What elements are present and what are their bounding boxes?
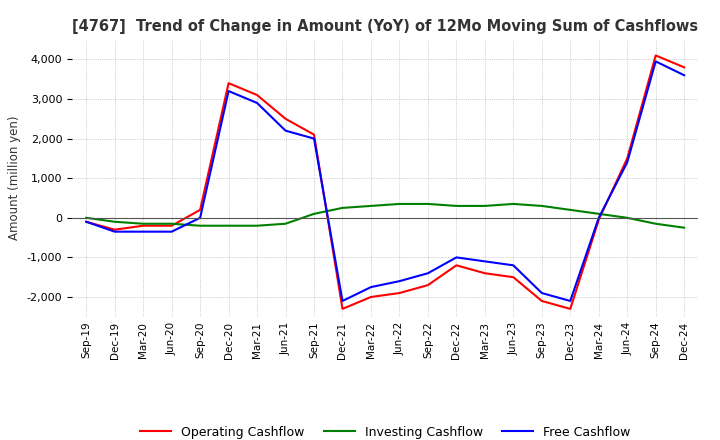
Investing Cashflow bbox=[509, 201, 518, 206]
Free Cashflow bbox=[395, 279, 404, 284]
Free Cashflow bbox=[282, 128, 290, 133]
Investing Cashflow bbox=[680, 225, 688, 231]
Investing Cashflow bbox=[253, 223, 261, 228]
Free Cashflow bbox=[652, 59, 660, 64]
Operating Cashflow bbox=[310, 132, 318, 137]
Operating Cashflow bbox=[452, 263, 461, 268]
Line: Investing Cashflow: Investing Cashflow bbox=[86, 204, 684, 228]
Investing Cashflow bbox=[652, 221, 660, 226]
Free Cashflow bbox=[310, 136, 318, 141]
Investing Cashflow bbox=[537, 203, 546, 209]
Free Cashflow bbox=[366, 284, 375, 290]
Free Cashflow bbox=[423, 271, 432, 276]
Operating Cashflow bbox=[480, 271, 489, 276]
Investing Cashflow bbox=[480, 203, 489, 209]
Investing Cashflow bbox=[225, 223, 233, 228]
Free Cashflow bbox=[253, 100, 261, 106]
Investing Cashflow bbox=[167, 221, 176, 226]
Free Cashflow bbox=[82, 219, 91, 224]
Operating Cashflow bbox=[595, 217, 603, 222]
Free Cashflow bbox=[566, 298, 575, 304]
Operating Cashflow bbox=[110, 227, 119, 232]
Operating Cashflow bbox=[366, 294, 375, 300]
Title: [4767]  Trend of Change in Amount (YoY) of 12Mo Moving Sum of Cashflows: [4767] Trend of Change in Amount (YoY) o… bbox=[72, 19, 698, 34]
Investing Cashflow bbox=[366, 203, 375, 209]
Operating Cashflow bbox=[537, 298, 546, 304]
Operating Cashflow bbox=[680, 65, 688, 70]
Investing Cashflow bbox=[196, 223, 204, 228]
Free Cashflow bbox=[623, 160, 631, 165]
Investing Cashflow bbox=[139, 221, 148, 226]
Operating Cashflow bbox=[566, 306, 575, 312]
Line: Free Cashflow: Free Cashflow bbox=[86, 61, 684, 301]
Investing Cashflow bbox=[395, 201, 404, 206]
Free Cashflow bbox=[452, 255, 461, 260]
Free Cashflow bbox=[196, 215, 204, 220]
Operating Cashflow bbox=[282, 116, 290, 121]
Operating Cashflow bbox=[139, 223, 148, 228]
Investing Cashflow bbox=[338, 205, 347, 210]
Free Cashflow bbox=[225, 88, 233, 94]
Investing Cashflow bbox=[82, 215, 91, 220]
Free Cashflow bbox=[167, 229, 176, 234]
Y-axis label: Amount (million yen): Amount (million yen) bbox=[8, 116, 21, 240]
Investing Cashflow bbox=[452, 203, 461, 209]
Free Cashflow bbox=[338, 298, 347, 304]
Investing Cashflow bbox=[595, 211, 603, 216]
Line: Operating Cashflow: Operating Cashflow bbox=[86, 55, 684, 309]
Operating Cashflow bbox=[225, 81, 233, 86]
Operating Cashflow bbox=[253, 92, 261, 98]
Free Cashflow bbox=[595, 215, 603, 220]
Operating Cashflow bbox=[623, 156, 631, 161]
Free Cashflow bbox=[110, 229, 119, 234]
Investing Cashflow bbox=[623, 215, 631, 220]
Free Cashflow bbox=[509, 263, 518, 268]
Operating Cashflow bbox=[196, 207, 204, 213]
Operating Cashflow bbox=[167, 223, 176, 228]
Free Cashflow bbox=[537, 290, 546, 296]
Free Cashflow bbox=[139, 229, 148, 234]
Investing Cashflow bbox=[423, 201, 432, 206]
Operating Cashflow bbox=[338, 306, 347, 312]
Investing Cashflow bbox=[566, 207, 575, 213]
Investing Cashflow bbox=[110, 219, 119, 224]
Operating Cashflow bbox=[652, 53, 660, 58]
Legend: Operating Cashflow, Investing Cashflow, Free Cashflow: Operating Cashflow, Investing Cashflow, … bbox=[135, 421, 635, 440]
Investing Cashflow bbox=[282, 221, 290, 226]
Operating Cashflow bbox=[423, 282, 432, 288]
Operating Cashflow bbox=[509, 275, 518, 280]
Free Cashflow bbox=[680, 73, 688, 78]
Investing Cashflow bbox=[310, 211, 318, 216]
Operating Cashflow bbox=[395, 290, 404, 296]
Free Cashflow bbox=[480, 259, 489, 264]
Operating Cashflow bbox=[82, 219, 91, 224]
